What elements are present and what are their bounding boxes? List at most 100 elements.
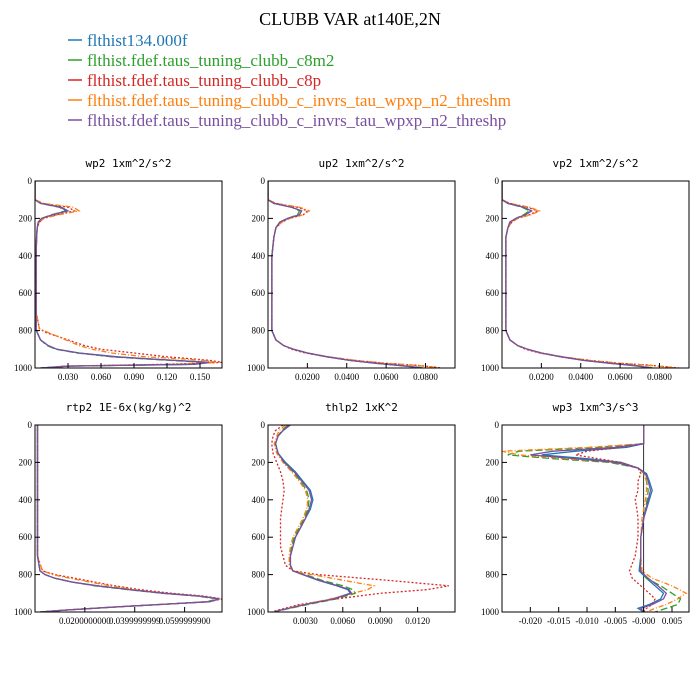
x-tick-label: 0.090 xyxy=(124,372,145,382)
y-tick-label: 0 xyxy=(495,420,500,430)
y-tick-label: 1000 xyxy=(247,607,266,617)
legend-label: flthist.fdef.taus_tuning_clubb_c_invrs_t… xyxy=(87,111,506,130)
plot-frame xyxy=(501,180,690,369)
y-tick-label: 400 xyxy=(252,495,266,505)
y-tick-label: 400 xyxy=(19,495,33,505)
series-line-2 xyxy=(507,425,682,612)
y-tick-label: 200 xyxy=(486,457,500,467)
series-line-3 xyxy=(268,181,442,368)
y-tick-label: 800 xyxy=(486,326,500,336)
y-tick-label: 1000 xyxy=(14,607,33,617)
y-tick-label: 800 xyxy=(19,326,33,336)
series-line-1 xyxy=(36,425,220,612)
chart-panel: vp2 1xm^2/s^2 0 200 400 600 800 1000 0.0200 0.04… xyxy=(481,157,690,382)
y-tick-label: 1000 xyxy=(481,363,500,373)
series-line-4 xyxy=(35,181,217,368)
panel-title: wp2 1xm^2/s^2 xyxy=(85,157,171,170)
y-tick-label: 600 xyxy=(486,288,500,298)
y-tick-label: 0 xyxy=(28,176,33,186)
x-tick-label: 0.0400 xyxy=(334,372,359,382)
series-line-5 xyxy=(274,425,353,612)
plot-frame xyxy=(34,180,223,369)
x-tick-label: -0.010 xyxy=(575,616,599,626)
plot-frame xyxy=(267,424,456,613)
x-tick-label: 0.060 xyxy=(91,372,112,382)
y-tick-label: 400 xyxy=(486,251,500,261)
y-tick-label: 600 xyxy=(19,288,33,298)
x-tick-label: 0.0800 xyxy=(647,372,672,382)
series-line-2 xyxy=(268,181,424,368)
x-tick-label: 0.0600 xyxy=(608,372,633,382)
series-line-2 xyxy=(35,181,206,368)
y-tick-label: 400 xyxy=(486,495,500,505)
x-tick-label: -0.005 xyxy=(604,616,628,626)
legend-label: flthist.fdef.taus_tuning_clubb_c_invrs_t… xyxy=(87,91,511,110)
x-tick-label: 0.0599999900 xyxy=(159,616,211,626)
panel-title: vp2 1xm^2/s^2 xyxy=(552,157,638,170)
y-tick-label: 0 xyxy=(495,176,500,186)
y-tick-label: 600 xyxy=(19,532,33,542)
y-tick-label: 400 xyxy=(19,251,33,261)
series-line-1 xyxy=(541,425,665,612)
y-tick-label: 0 xyxy=(261,420,266,430)
series-line-3 xyxy=(575,425,656,612)
figure-title: CLUBB VAR at140E,2N xyxy=(259,9,441,29)
y-tick-label: 200 xyxy=(486,213,500,223)
series-line-5 xyxy=(36,425,220,612)
series-line-2 xyxy=(502,181,654,368)
series-line-3 xyxy=(36,425,222,612)
y-tick-label: 1000 xyxy=(14,363,33,373)
y-tick-label: 200 xyxy=(252,457,266,467)
panel-title: wp3 1xm^3/s^3 xyxy=(552,401,638,414)
legend: flthist134.000fflthist.fdef.taus_tuning_… xyxy=(68,31,511,130)
y-tick-label: 400 xyxy=(252,251,266,261)
y-tick-label: 0 xyxy=(261,176,266,186)
y-tick-label: 0 xyxy=(28,420,33,430)
series-line-5 xyxy=(268,181,422,368)
series-line-4 xyxy=(273,425,376,612)
y-tick-label: 600 xyxy=(252,288,266,298)
x-tick-label: 0.0800 xyxy=(413,372,438,382)
panel-title: thlp2 1xK^2 xyxy=(325,401,398,414)
series-line-4 xyxy=(36,425,220,612)
plot-frame xyxy=(34,424,223,613)
series-line-3 xyxy=(35,181,222,368)
x-tick-label: 0.0060 xyxy=(330,616,355,626)
series-line-4 xyxy=(268,181,440,368)
x-tick-label: 0.005 xyxy=(662,616,683,626)
plot-frame xyxy=(501,424,690,613)
chart-panel: up2 1xm^2/s^2 0 200 400 600 800 1000 0.0200 0.04… xyxy=(247,157,456,382)
x-tick-label: 0.0030 xyxy=(293,616,318,626)
legend-label: flthist.fdef.taus_tuning_clubb_c8p xyxy=(87,71,321,90)
x-tick-label: 0.0200 xyxy=(529,372,554,382)
legend-label: flthist134.000f xyxy=(87,31,188,50)
series-line-4 xyxy=(502,425,688,612)
y-tick-label: 600 xyxy=(486,532,500,542)
panel-title: rtp2 1E-6x(kg/kg)^2 xyxy=(66,401,192,414)
legend-label: flthist.fdef.taus_tuning_clubb_c8m2 xyxy=(87,51,334,70)
x-tick-label: -0.000 xyxy=(632,616,656,626)
y-tick-label: 1000 xyxy=(247,363,266,373)
series-line-5 xyxy=(35,181,209,368)
panel-title: up2 1xm^2/s^2 xyxy=(318,157,404,170)
chart-panel: thlp2 1xK^2 0 200 400 600 800 1000 0.0030 0.0060… xyxy=(247,401,456,626)
x-tick-label: 0.0120 xyxy=(405,616,430,626)
series-line-1 xyxy=(274,425,352,612)
y-tick-label: 200 xyxy=(252,213,266,223)
series-line-1 xyxy=(268,181,422,368)
x-tick-label: 0.030 xyxy=(58,372,79,382)
chart-panel: rtp2 1E-6x(kg/kg)^2 0 200 400 600 800 1000 0.02… xyxy=(14,401,223,626)
series-line-1 xyxy=(35,181,212,368)
chart-panel: wp3 1xm^3/s^3 0 200 400 600 800 1000 -0.020 -0.0… xyxy=(481,401,690,626)
x-tick-label: 0.150 xyxy=(190,372,211,382)
x-tick-label: -0.015 xyxy=(547,616,571,626)
chart-panel: wp2 1xm^2/s^2 0 200 400 600 800 1000 0.030 0.060… xyxy=(14,157,223,382)
x-tick-label: 0.120 xyxy=(157,372,178,382)
y-tick-label: 800 xyxy=(486,570,500,580)
x-tick-label: 0.0600 xyxy=(374,372,399,382)
y-tick-label: 800 xyxy=(19,570,33,580)
series-line-2 xyxy=(36,425,218,612)
x-tick-label: 0.0090 xyxy=(368,616,393,626)
y-tick-label: 600 xyxy=(252,532,266,542)
